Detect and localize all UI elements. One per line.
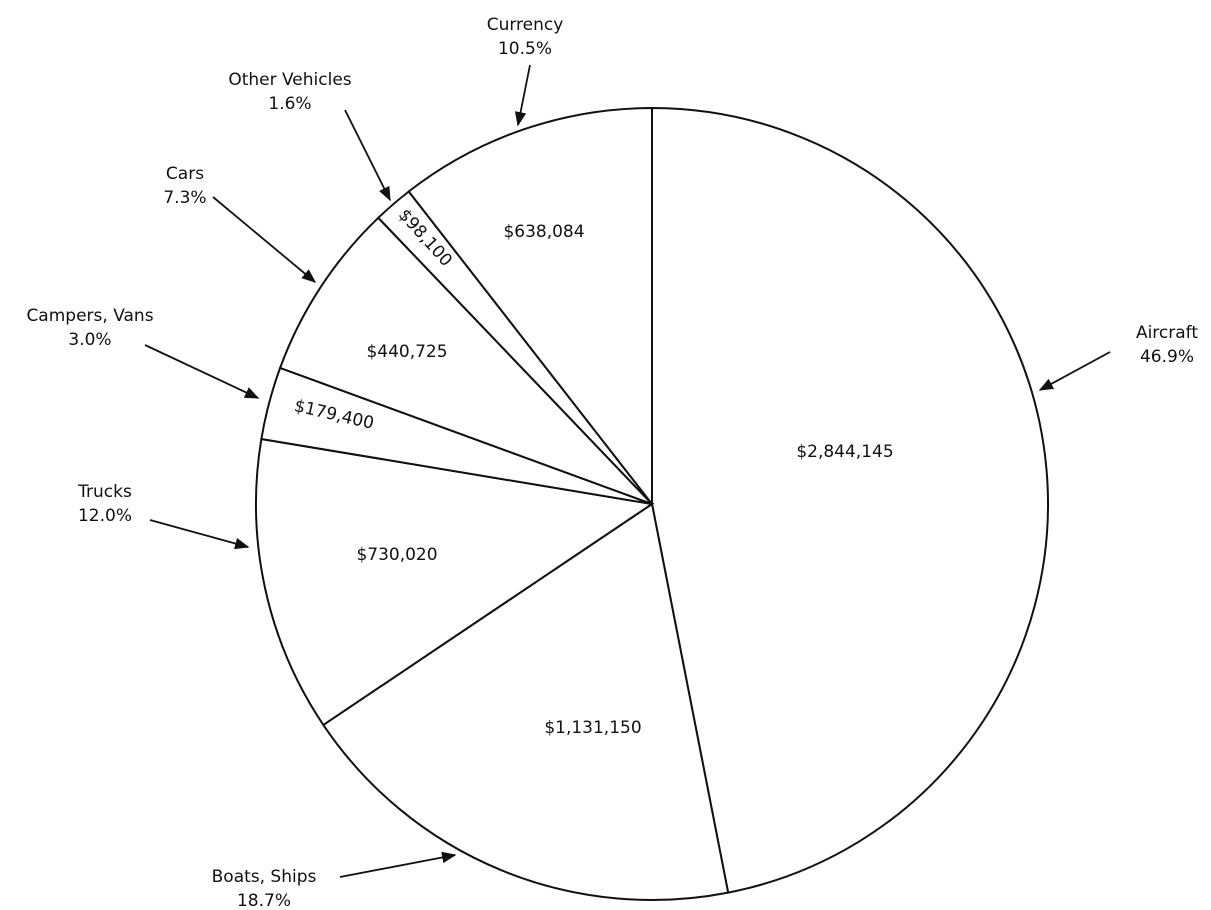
value-label: $638,084 (503, 222, 584, 242)
pie-slice (407, 106, 653, 507)
percent-label: 10.5% (498, 39, 552, 59)
percent-label: 3.0% (68, 330, 111, 350)
leader-arrow (1038, 351, 1111, 391)
slice-label: Aircraft 46.9% (1136, 323, 1198, 367)
category-label: Aircraft (1136, 323, 1198, 343)
leader-arrow (212, 196, 317, 283)
leader-arrow (149, 519, 250, 550)
value-label: $1,131,150 (544, 718, 641, 738)
slice-label: Boats, Ships 18.7% (212, 867, 317, 906)
pie-slice (255, 437, 655, 727)
category-label: Other Vehicles (228, 70, 351, 90)
value-label: $730,020 (356, 545, 437, 565)
percent-label: 7.3% (163, 188, 206, 208)
percent-label: 1.6% (268, 94, 311, 114)
slice-label: Cars 7.3% (163, 164, 206, 208)
value-label: $440,725 (366, 342, 447, 362)
category-label: Currency (487, 15, 564, 35)
percent-label: 18.7% (237, 891, 291, 906)
pie-slice (651, 106, 1049, 894)
leader-arrow (144, 344, 260, 399)
slice-label: Currency 10.5% (487, 15, 564, 59)
category-label: Cars (166, 164, 204, 184)
leader-arrow (344, 109, 391, 202)
category-label: Trucks (77, 482, 132, 502)
leader-arrow (514, 64, 531, 127)
category-label: Boats, Ships (212, 867, 317, 887)
slice-label: Campers, Vans 3.0% (26, 306, 153, 350)
slice-label: Trucks 12.0% (77, 482, 132, 526)
pie-slice (321, 502, 730, 901)
slice-label: Other Vehicles 1.6% (228, 70, 351, 114)
percent-label: 46.9% (1140, 347, 1194, 367)
leader-arrow (339, 851, 457, 878)
percent-label: 12.0% (78, 506, 132, 526)
pie-slice (278, 216, 653, 505)
value-label: $2,844,145 (796, 442, 893, 462)
category-label: Campers, Vans (26, 306, 153, 326)
